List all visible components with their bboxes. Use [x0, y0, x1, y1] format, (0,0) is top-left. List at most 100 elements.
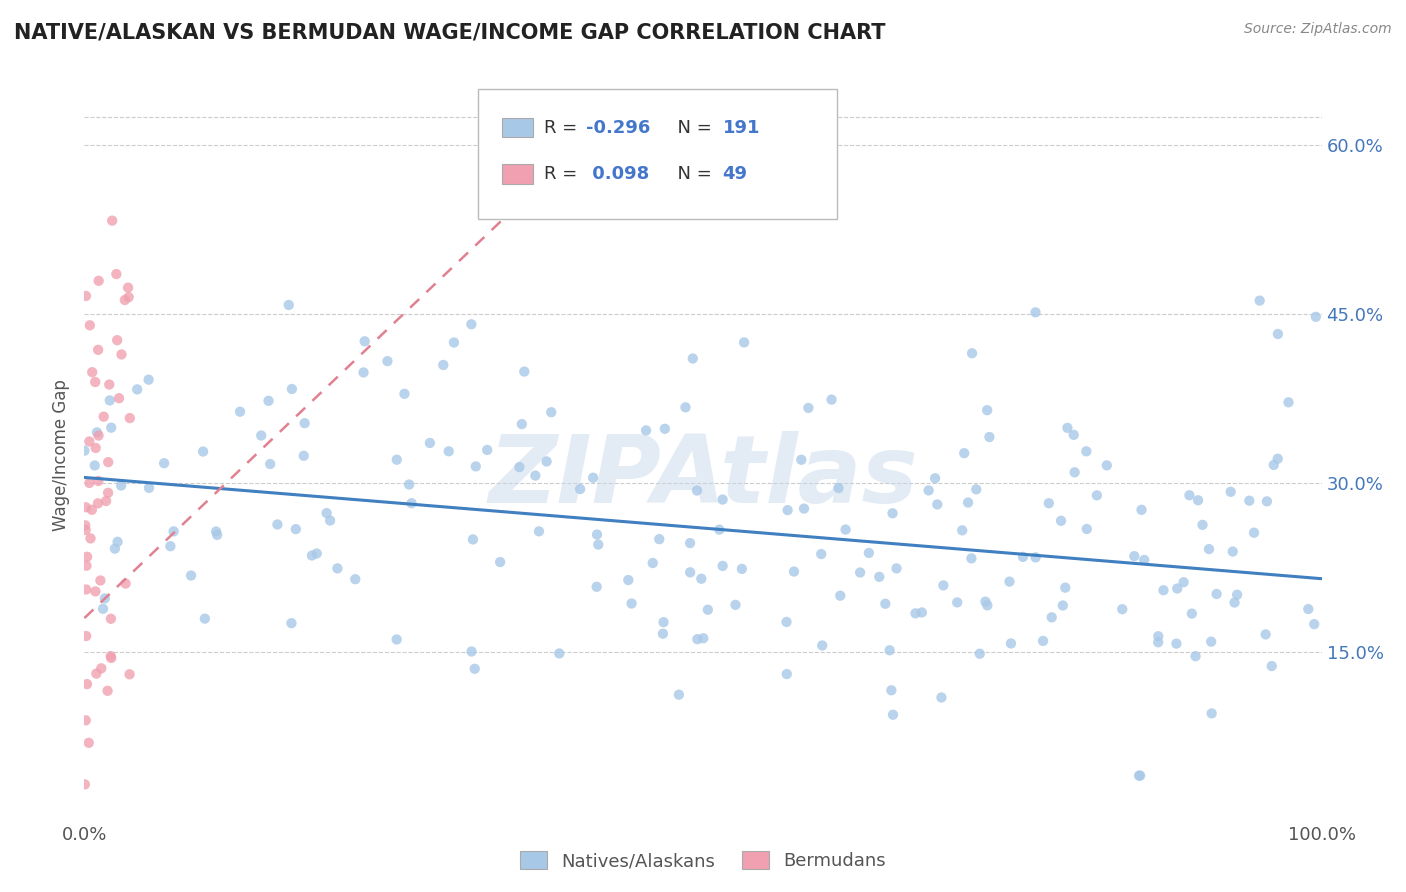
Point	[849, 566, 872, 580]
Point	[1199, 634, 1222, 648]
Text: 0.098: 0.098	[586, 165, 650, 183]
Point	[1239, 493, 1261, 508]
Point	[489, 555, 512, 569]
Point	[138, 373, 160, 387]
Point	[1076, 522, 1098, 536]
Point	[1191, 517, 1213, 532]
Point	[398, 477, 420, 491]
Point	[1184, 649, 1206, 664]
Point	[868, 570, 890, 584]
Point	[437, 444, 460, 458]
Point	[114, 576, 136, 591]
Y-axis label: Wage/Income Gap: Wage/Income Gap	[52, 379, 70, 531]
Point	[880, 683, 903, 698]
Point	[205, 528, 228, 542]
Point	[266, 517, 288, 532]
Text: NATIVE/ALASKAN VS BERMUDAN WAGE/INCOME GAP CORRELATION CHART: NATIVE/ALASKAN VS BERMUDAN WAGE/INCOME G…	[14, 22, 886, 42]
Text: R =: R =	[544, 165, 583, 183]
Point	[1198, 542, 1220, 557]
Point	[87, 343, 110, 357]
Point	[709, 523, 731, 537]
Point	[75, 714, 97, 728]
Point	[105, 333, 128, 347]
Point	[153, 456, 176, 470]
Point	[1128, 769, 1150, 783]
Point	[1024, 305, 1046, 319]
Point	[1267, 326, 1289, 341]
Point	[585, 580, 607, 594]
Point	[86, 425, 108, 440]
Text: Source: ZipAtlas.com: Source: ZipAtlas.com	[1244, 22, 1392, 37]
Point	[105, 267, 128, 281]
Point	[886, 561, 908, 575]
Point	[1038, 496, 1060, 510]
Text: R =: R =	[544, 119, 583, 136]
Point	[1173, 575, 1195, 590]
Point	[75, 289, 97, 303]
Point	[97, 455, 120, 469]
Point	[731, 562, 754, 576]
Point	[257, 393, 280, 408]
Point	[875, 597, 897, 611]
Point	[651, 626, 673, 640]
Point	[711, 492, 734, 507]
Point	[84, 441, 107, 455]
Point	[682, 351, 704, 366]
Point	[690, 572, 713, 586]
Point	[284, 522, 307, 536]
Point	[385, 452, 408, 467]
Point	[118, 290, 141, 304]
Point	[1223, 596, 1246, 610]
Point	[326, 561, 349, 575]
Point	[205, 524, 228, 539]
Point	[931, 690, 953, 705]
Point	[960, 551, 983, 566]
Point	[87, 274, 110, 288]
Point	[1056, 421, 1078, 435]
Point	[118, 667, 141, 681]
Point	[1261, 659, 1284, 673]
Point	[305, 547, 328, 561]
Point	[588, 538, 610, 552]
Point	[87, 474, 110, 488]
Point	[569, 482, 592, 496]
Point	[1133, 553, 1156, 567]
Point	[76, 677, 98, 691]
Point	[969, 647, 991, 661]
Point	[524, 468, 547, 483]
Point	[540, 405, 562, 419]
Point	[385, 632, 408, 647]
Point	[344, 572, 367, 586]
Point	[1130, 503, 1153, 517]
Point	[924, 471, 946, 485]
Point	[1305, 310, 1327, 324]
Point	[1166, 582, 1188, 596]
Point	[965, 483, 987, 497]
Text: 49: 49	[723, 165, 748, 183]
Point	[1052, 599, 1074, 613]
Point	[94, 591, 117, 606]
Point	[84, 584, 107, 599]
Point	[692, 632, 714, 646]
Point	[830, 589, 852, 603]
Point	[911, 606, 934, 620]
Point	[950, 524, 973, 538]
Point	[711, 558, 734, 573]
Point	[1256, 494, 1278, 508]
Point	[79, 475, 101, 490]
Point	[280, 616, 302, 631]
Point	[927, 498, 949, 512]
Point	[1063, 427, 1085, 442]
Point	[301, 549, 323, 563]
Point	[1123, 549, 1146, 564]
Point	[281, 382, 304, 396]
Point	[1040, 610, 1063, 624]
Point	[110, 347, 132, 361]
Point	[79, 318, 101, 333]
Point	[108, 391, 131, 405]
Point	[191, 444, 214, 458]
Point	[582, 471, 605, 485]
Point	[820, 392, 842, 407]
Point	[118, 411, 141, 425]
Point	[79, 532, 101, 546]
